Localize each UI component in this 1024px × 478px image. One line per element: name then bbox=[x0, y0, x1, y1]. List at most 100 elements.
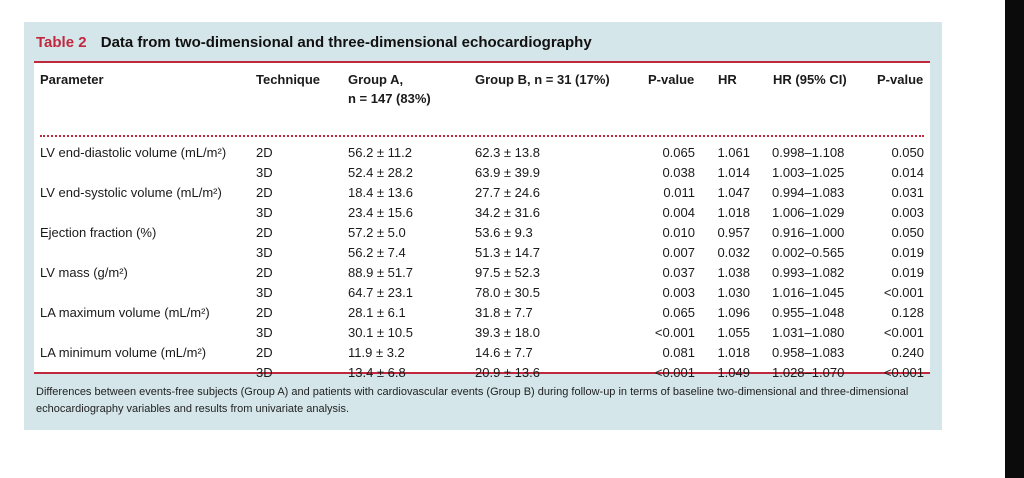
cell-group-a: 56.2 ± 11.2 bbox=[348, 145, 412, 160]
cell-hr-ci: 0.958–1.083 bbox=[772, 345, 845, 360]
cell-group-a: 30.1 ± 10.5 bbox=[348, 325, 413, 340]
cell-p-value-2: <0.001 bbox=[883, 325, 924, 340]
cell-hr: 0.032 bbox=[717, 245, 750, 260]
cell-group-b: 34.2 ± 31.6 bbox=[475, 205, 540, 220]
cell-parameter: LV end-systolic volume (mL/m²) bbox=[40, 185, 222, 200]
cell-hr-ci: 0.993–1.082 bbox=[772, 265, 845, 280]
cell-group-b: 39.3 ± 18.0 bbox=[475, 325, 540, 340]
table-row: 3D 30.1 ± 10.5 39.3 ± 18.0 <0.001 1.055 1.031… bbox=[34, 325, 930, 344]
table-footnote: Differences between events-free subjects… bbox=[36, 386, 909, 415]
cell-hr-ci: 0.955–1.048 bbox=[772, 305, 845, 320]
header-group-a-n: n = 147 (83%) bbox=[348, 91, 431, 106]
cell-p-value: 0.081 bbox=[662, 345, 695, 360]
table-row: LA maximum volume (mL/m²) 2D 28.1 ± 6.1 31.… bbox=[34, 305, 930, 324]
header-technique: Technique bbox=[256, 72, 321, 87]
cell-hr-ci: 0.994–1.083 bbox=[772, 185, 845, 200]
cell-p-value-2: <0.001 bbox=[883, 285, 924, 300]
cell-hr-ci: 0.002–0.565 bbox=[772, 245, 845, 260]
cell-hr-ci: 1.028–1.070 bbox=[772, 365, 845, 380]
cell-p-value: 0.007 bbox=[662, 245, 695, 260]
cell-hr-ci: 0.916–1.000 bbox=[772, 225, 845, 240]
cell-technique: 2D bbox=[256, 225, 273, 240]
cell-technique: 3D bbox=[256, 165, 273, 180]
table-title: Data from two-dimensional and three-dime… bbox=[100, 34, 592, 51]
cell-p-value-2: 0.050 bbox=[891, 145, 924, 160]
table-row: LV end-systolic volume (mL/m²) 2D 18.4 ± 1… bbox=[34, 185, 930, 204]
cell-technique: 2D bbox=[256, 265, 273, 280]
cell-hr-ci: 1.031–1.080 bbox=[772, 325, 845, 340]
cell-p-value: 0.011 bbox=[663, 185, 695, 200]
table-row: LA minimum volume (mL/m²) 2D 11.9 ± 3.2 14.… bbox=[34, 345, 930, 364]
header-hr-ci: HR (95% CI) bbox=[773, 72, 847, 87]
cell-p-value: 0.065 bbox=[662, 305, 695, 320]
cell-p-value: 0.065 bbox=[662, 145, 695, 160]
table-row: 3D 52.4 ± 28.2 63.9 ± 39.9 0.038 1.014 1.003–… bbox=[34, 165, 930, 184]
header-p-value-2: P-value bbox=[877, 72, 924, 87]
cell-parameter: LV mass (g/m²) bbox=[40, 265, 128, 280]
cell-hr: 1.018 bbox=[717, 205, 750, 220]
cell-group-a: 23.4 ± 15.6 bbox=[348, 205, 413, 220]
cell-technique: 3D bbox=[256, 205, 273, 220]
table-row: LV end-diastolic volume (mL/m²) 2D 56.2 ± … bbox=[34, 145, 930, 164]
table-row: LV mass (g/m²) 2D 88.9 ± 51.7 97.5 ± 52.3 0.… bbox=[34, 265, 930, 284]
table-row: 3D 23.4 ± 15.6 34.2 ± 31.6 0.004 1.018 1.006–… bbox=[34, 205, 930, 224]
cell-hr-ci: 1.003–1.025 bbox=[772, 165, 845, 180]
cell-parameter: LA minimum volume (mL/m²) bbox=[40, 345, 207, 360]
cell-hr: 1.096 bbox=[717, 305, 750, 320]
cell-hr: 1.047 bbox=[717, 185, 750, 200]
cell-p-value-2: 0.019 bbox=[891, 245, 924, 260]
header-group-a: Group A, bbox=[348, 72, 404, 87]
cell-p-value-2: 0.240 bbox=[891, 345, 924, 360]
cell-group-b: 78.0 ± 30.5 bbox=[475, 285, 540, 300]
cell-hr-ci: 1.006–1.029 bbox=[772, 205, 845, 220]
table-row: 3D 64.7 ± 23.1 78.0 ± 30.5 0.003 1.030 1.016–… bbox=[34, 285, 930, 304]
cell-p-value-2: 0.014 bbox=[891, 165, 924, 180]
cell-hr: 1.055 bbox=[717, 325, 750, 340]
header-p-value: P-value bbox=[648, 72, 695, 87]
cell-p-value-2: <0.001 bbox=[883, 365, 924, 380]
cell-p-value-2: 0.031 bbox=[891, 185, 924, 200]
cell-p-value-2: 0.128 bbox=[891, 305, 924, 320]
cell-p-value-2: 0.050 bbox=[891, 225, 924, 240]
cell-group-a: 28.1 ± 6.1 bbox=[348, 305, 406, 320]
cell-technique: 2D bbox=[256, 185, 273, 200]
cell-hr: 1.049 bbox=[717, 365, 750, 380]
header-group-b: Group B, n = 31 (17%) bbox=[475, 72, 610, 87]
cell-group-b: 51.3 ± 14.7 bbox=[475, 245, 540, 260]
cell-hr: 1.014 bbox=[717, 165, 750, 180]
cell-p-value: 0.004 bbox=[662, 205, 695, 220]
cell-group-a: 52.4 ± 28.2 bbox=[348, 165, 413, 180]
cell-hr: 1.030 bbox=[717, 285, 750, 300]
cell-p-value: <0.001 bbox=[654, 325, 695, 340]
cell-p-value: 0.037 bbox=[662, 265, 695, 280]
table-row: 3D 56.2 ± 7.4 51.3 ± 14.7 0.007 0.032 0.002–0… bbox=[34, 245, 930, 264]
cell-group-b: 27.7 ± 24.6 bbox=[475, 185, 540, 200]
cell-p-value: <0.001 bbox=[654, 365, 695, 380]
cell-group-b: 20.9 ± 13.6 bbox=[475, 365, 540, 380]
header-hr: HR bbox=[718, 72, 737, 87]
cell-group-a: 57.2 ± 5.0 bbox=[348, 225, 406, 240]
cell-hr-ci: 1.016–1.045 bbox=[772, 285, 845, 300]
cell-parameter: LA maximum volume (mL/m²) bbox=[40, 305, 210, 320]
cell-technique: 2D bbox=[256, 345, 273, 360]
cell-group-b: 97.5 ± 52.3 bbox=[475, 265, 540, 280]
cell-hr: 1.018 bbox=[717, 345, 750, 360]
table-caption: Table 2 Data from two-dimensional and th… bbox=[36, 34, 592, 51]
cell-group-a: 18.4 ± 13.6 bbox=[348, 185, 413, 200]
cell-group-a: 13.4 ± 6.8 bbox=[348, 365, 406, 380]
cell-technique: 2D bbox=[256, 305, 273, 320]
viewer-edge-bar bbox=[1005, 0, 1024, 478]
cell-p-value: 0.038 bbox=[662, 165, 695, 180]
table-panel: Table 2 Data from two-dimensional and th… bbox=[24, 22, 942, 430]
cell-parameter: LV end-diastolic volume (mL/m²) bbox=[40, 145, 227, 160]
cell-technique: 3D bbox=[256, 365, 273, 380]
cell-technique: 3D bbox=[256, 245, 273, 260]
cell-hr: 1.061 bbox=[717, 145, 750, 160]
cell-group-a: 88.9 ± 51.7 bbox=[348, 265, 413, 280]
cell-p-value-2: 0.019 bbox=[891, 265, 924, 280]
cell-hr-ci: 0.998–1.108 bbox=[772, 145, 845, 160]
cell-group-b: 63.9 ± 39.9 bbox=[475, 165, 540, 180]
cell-group-a: 64.7 ± 23.1 bbox=[348, 285, 413, 300]
cell-p-value-2: 0.003 bbox=[891, 205, 924, 220]
data-table: Parameter Technique Group A, n = 147 (83… bbox=[34, 61, 930, 380]
